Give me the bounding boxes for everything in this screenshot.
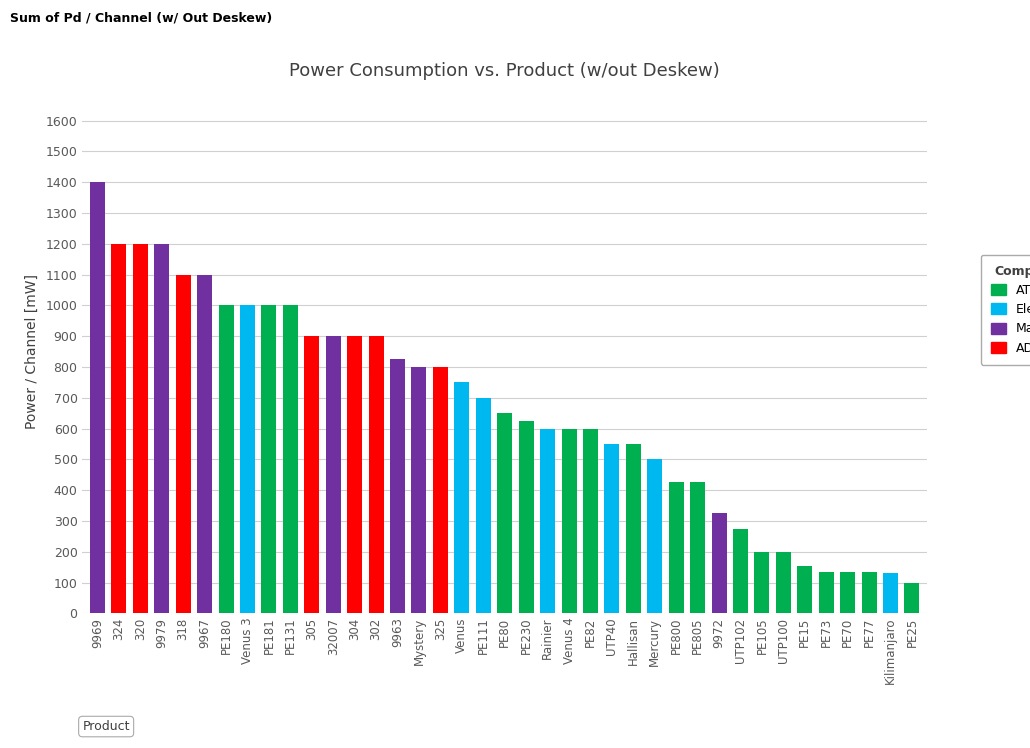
Bar: [176, 275, 191, 613]
Bar: [154, 244, 169, 613]
Bar: [583, 429, 598, 613]
Bar: [712, 513, 726, 613]
Bar: [369, 336, 383, 613]
Bar: [283, 305, 298, 613]
Bar: [797, 565, 813, 613]
Bar: [218, 305, 234, 613]
Bar: [304, 336, 319, 613]
Y-axis label: Power / Channel [mW]: Power / Channel [mW]: [25, 274, 39, 429]
Bar: [754, 552, 769, 613]
Bar: [454, 382, 470, 613]
Bar: [733, 529, 748, 613]
Bar: [262, 305, 276, 613]
Bar: [883, 573, 898, 613]
Bar: [197, 275, 212, 613]
Bar: [819, 571, 833, 613]
Text: Sum of Pd / Channel (w/ Out Deskew): Sum of Pd / Channel (w/ Out Deskew): [10, 11, 273, 24]
Bar: [904, 583, 920, 613]
Bar: [519, 421, 534, 613]
Bar: [840, 571, 855, 613]
Bar: [561, 429, 577, 613]
Bar: [647, 459, 662, 613]
Bar: [626, 444, 641, 613]
Bar: [411, 367, 426, 613]
Bar: [390, 359, 405, 613]
Bar: [605, 444, 619, 613]
Bar: [690, 482, 706, 613]
Bar: [240, 305, 255, 613]
Bar: [433, 367, 448, 613]
Legend: ATE, Elevate, Maxim, ADI: ATE, Elevate, Maxim, ADI: [981, 254, 1030, 365]
Bar: [540, 429, 555, 613]
Bar: [476, 398, 490, 613]
Text: Product: Product: [82, 720, 130, 733]
Bar: [862, 571, 877, 613]
Title: Power Consumption vs. Product (w/out Deskew): Power Consumption vs. Product (w/out Des…: [289, 62, 720, 80]
Bar: [90, 183, 105, 613]
Bar: [497, 413, 512, 613]
Bar: [133, 244, 147, 613]
Bar: [111, 244, 127, 613]
Bar: [347, 336, 363, 613]
Bar: [776, 552, 791, 613]
Bar: [325, 336, 341, 613]
Bar: [668, 482, 684, 613]
